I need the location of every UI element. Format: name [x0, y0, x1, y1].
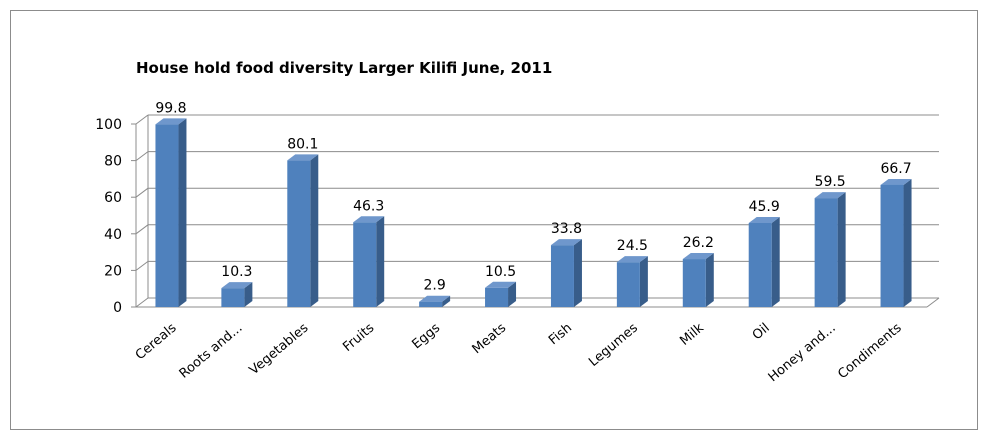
data-labels: 99.8 10.3 80.1 46.3 2.9 10.5 33.8 24.5 26.2 45.9 5…	[155, 100, 911, 293]
bar-top	[550, 239, 582, 246]
data-label: 24.5	[617, 238, 648, 254]
x-tick-label: Cereals	[133, 320, 180, 363]
bar-top	[221, 282, 253, 289]
bar-side	[639, 256, 648, 307]
data-label: 10.3	[221, 264, 252, 280]
gridline-wall	[135, 260, 149, 271]
bar-top	[814, 192, 846, 199]
chart-frame: House hold food diversity Larger Kilifi …	[10, 10, 978, 430]
data-label: 46.3	[353, 198, 384, 214]
bar-side	[244, 282, 253, 307]
gridline-wall	[135, 297, 149, 308]
gridline-wall	[135, 224, 149, 235]
x-tick-label: Fish	[546, 321, 575, 349]
bar-side	[178, 118, 187, 307]
bar-front	[221, 288, 245, 307]
x-tick-label: Meats	[470, 320, 510, 357]
bar-side	[771, 217, 780, 307]
bar-front	[682, 259, 706, 307]
chart-title: House hold food diversity Larger Kilifi …	[136, 59, 552, 77]
bar-meats	[485, 281, 517, 307]
bar-top	[880, 178, 912, 185]
bar-side	[508, 281, 517, 307]
gridline-wall	[135, 151, 149, 162]
data-label: 99.8	[155, 100, 186, 116]
data-label: 45.9	[749, 199, 780, 215]
gridline-wall	[135, 187, 149, 198]
bar-top	[419, 295, 451, 302]
gridline-wall	[135, 114, 149, 125]
chart-svg: House hold food diversity Larger Kilifi …	[95, 59, 940, 385]
bar-oil	[748, 217, 780, 307]
bar-front	[287, 160, 311, 307]
bar-honey-and	[814, 192, 846, 307]
bar-top	[616, 256, 648, 263]
bar-top	[155, 118, 187, 125]
bar-front	[616, 262, 640, 307]
y-tick-label: 60	[104, 190, 122, 206]
grid	[135, 114, 940, 308]
bar-front	[353, 222, 377, 307]
bar-front	[485, 287, 509, 307]
bar-front	[550, 245, 574, 307]
bar-top	[485, 281, 517, 288]
bar-side	[705, 253, 714, 307]
bar-top	[287, 154, 319, 161]
x-tick-label: Fruits	[340, 320, 377, 355]
bar-front	[748, 223, 772, 307]
bar-front	[814, 198, 838, 307]
bar-side	[837, 192, 846, 307]
y-tick-label: 20	[104, 263, 122, 279]
data-label: 2.9	[423, 278, 445, 294]
x-tick-label: Eggs	[409, 320, 443, 352]
bar-vegetables	[287, 154, 319, 307]
data-label: 33.8	[551, 221, 582, 237]
bar-top	[682, 253, 714, 260]
x-tick-label: Oil	[750, 321, 773, 344]
bar-eggs	[419, 295, 451, 307]
bar-side	[573, 239, 582, 307]
y-tick-label: 0	[113, 300, 122, 316]
data-label: 80.1	[287, 136, 318, 152]
data-label: 59.5	[815, 174, 846, 190]
bar-top	[748, 217, 780, 224]
bar-side	[376, 216, 385, 307]
x-tick-label: Honey and...	[766, 321, 839, 386]
bar-roots-and	[221, 282, 253, 307]
data-label: 66.7	[880, 161, 911, 177]
bars	[155, 118, 912, 307]
data-label: 10.5	[485, 264, 516, 280]
y-tick-label: 40	[104, 227, 122, 243]
x-tick-label: Milk	[677, 320, 707, 348]
bar-legumes	[616, 256, 648, 307]
bar-front	[419, 301, 443, 307]
bar-fruits	[353, 216, 385, 307]
bar-fish	[550, 239, 582, 307]
bar-side	[310, 154, 319, 307]
bar-front	[880, 184, 904, 307]
x-tick-label: Roots and...	[177, 321, 246, 382]
bar-condiments	[880, 178, 912, 307]
y-tick-label: 80	[104, 154, 122, 170]
bar-top	[353, 216, 385, 223]
bar-side	[903, 178, 912, 307]
bar-cereals	[155, 118, 187, 307]
bar-side	[442, 295, 451, 307]
x-tick-label: Legumes	[586, 320, 641, 370]
bar-front	[155, 124, 179, 307]
y-axis: 0 20 40 60 80 100	[95, 117, 137, 316]
y-tick-label: 100	[95, 117, 122, 133]
data-label: 26.2	[683, 235, 714, 251]
x-tick-label: Condiments	[835, 320, 904, 382]
floor-edge-right	[926, 297, 940, 308]
x-tick-label: Vegetables	[247, 320, 312, 378]
bar-milk	[682, 253, 714, 307]
